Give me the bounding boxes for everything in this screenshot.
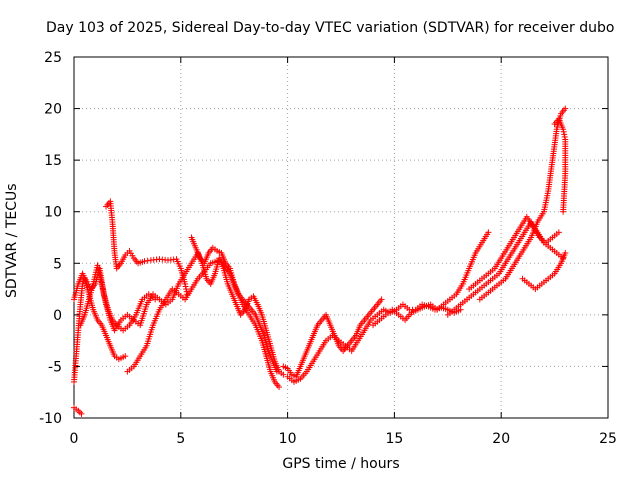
data-point — [562, 105, 569, 112]
data-point — [561, 133, 568, 140]
data-point — [562, 249, 569, 256]
y-tick-label: 10 — [44, 205, 62, 221]
chart-title: Day 103 of 2025, Sidereal Day-to-day VTE… — [46, 20, 615, 36]
x-tick-label: 25 — [599, 431, 617, 447]
data-point — [276, 384, 283, 391]
y-tick-label: 15 — [44, 153, 62, 169]
x-tick-label: 5 — [176, 431, 185, 447]
data-point — [555, 229, 562, 236]
data-point — [122, 353, 129, 360]
data-point — [78, 410, 85, 417]
plot-frame — [73, 56, 609, 419]
data-point — [560, 208, 567, 215]
y-tick-label: 0 — [53, 308, 62, 324]
data-point — [560, 126, 567, 133]
data-point — [457, 306, 464, 313]
data-point — [144, 257, 151, 264]
data-point — [561, 131, 568, 138]
data-point — [560, 128, 567, 135]
y-tick-label: 25 — [44, 50, 62, 66]
x-tick-label: 10 — [279, 431, 297, 447]
data-point — [182, 283, 189, 290]
data-point — [378, 296, 385, 303]
data-point — [273, 368, 280, 375]
data-point — [485, 229, 492, 236]
x-tick-label: 20 — [492, 431, 510, 447]
x-axis-label: GPS time / hours — [282, 456, 400, 472]
x-tick-label: 0 — [70, 431, 79, 447]
grid — [74, 57, 608, 418]
data-point — [183, 286, 190, 293]
y-tick-label: 20 — [44, 102, 62, 118]
data-point — [141, 258, 148, 265]
x-tick-label: 15 — [385, 431, 403, 447]
y-axis-label: SDTVAR / TECUs — [4, 183, 20, 298]
y-tick-label: -5 — [48, 359, 62, 375]
data-point — [182, 280, 189, 287]
y-tick-label: 5 — [53, 256, 62, 272]
data-point — [280, 371, 287, 378]
y-tick-label: -10 — [39, 411, 62, 427]
data-points — [71, 105, 569, 417]
